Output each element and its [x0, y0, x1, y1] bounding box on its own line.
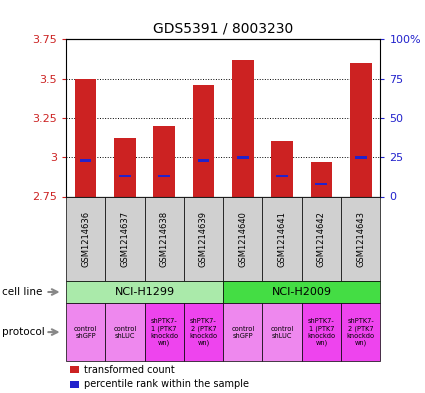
Text: control
shGFP: control shGFP	[231, 325, 255, 339]
Text: control
shGFP: control shGFP	[74, 325, 97, 339]
Bar	[193, 85, 214, 196]
Text: control
shLUC: control shLUC	[113, 325, 136, 339]
Text: GSM1214637: GSM1214637	[120, 211, 129, 267]
Text: GSM1214636: GSM1214636	[81, 211, 90, 267]
Text: GSM1214642: GSM1214642	[317, 211, 326, 267]
Text: GSM1214641: GSM1214641	[278, 211, 286, 267]
Text: GSM1214639: GSM1214639	[199, 211, 208, 267]
Text: transformed count: transformed count	[84, 365, 175, 375]
Bar	[144, 303, 184, 361]
Bar	[232, 60, 254, 196]
Bar	[262, 303, 302, 361]
Bar	[271, 141, 293, 196]
Bar	[144, 196, 184, 281]
Bar	[315, 182, 327, 185]
Bar	[119, 174, 131, 178]
Bar	[237, 156, 249, 159]
Text: NCI-H1299: NCI-H1299	[114, 287, 175, 297]
Bar	[223, 281, 380, 303]
Bar	[302, 303, 341, 361]
Text: percentile rank within the sample: percentile rank within the sample	[84, 380, 249, 389]
Text: NCI-H2009: NCI-H2009	[272, 287, 332, 297]
Bar	[276, 174, 288, 178]
Bar	[153, 126, 175, 196]
Bar	[114, 138, 136, 196]
Title: GDS5391 / 8003230: GDS5391 / 8003230	[153, 21, 293, 35]
Bar	[105, 303, 144, 361]
Bar	[105, 196, 144, 281]
Bar	[341, 303, 380, 361]
Bar	[184, 196, 223, 281]
Bar	[66, 303, 105, 361]
Text: cell line: cell line	[2, 287, 42, 297]
Text: protocol: protocol	[2, 327, 45, 337]
Bar	[198, 159, 210, 162]
Text: shPTK7-
1 (PTK7
knockdo
wn): shPTK7- 1 (PTK7 knockdo wn)	[307, 318, 335, 346]
Text: shPTK7-
1 (PTK7
knockdo
wn): shPTK7- 1 (PTK7 knockdo wn)	[150, 318, 178, 346]
Text: shPTK7-
2 (PTK7
knockdo
wn): shPTK7- 2 (PTK7 knockdo wn)	[347, 318, 375, 346]
Bar	[311, 162, 332, 196]
Bar	[223, 196, 262, 281]
Bar	[158, 174, 170, 178]
Bar	[341, 196, 380, 281]
Text: GSM1214640: GSM1214640	[238, 211, 247, 267]
Bar	[262, 196, 302, 281]
Bar	[75, 79, 96, 196]
Bar	[184, 303, 223, 361]
Bar	[355, 156, 367, 159]
Bar	[66, 196, 105, 281]
Bar	[223, 303, 262, 361]
Text: control
shLUC: control shLUC	[270, 325, 294, 339]
Bar	[66, 281, 223, 303]
Bar	[302, 196, 341, 281]
Text: GSM1214638: GSM1214638	[160, 211, 169, 267]
Bar	[79, 159, 91, 162]
Text: GSM1214643: GSM1214643	[356, 211, 365, 267]
Bar	[350, 63, 371, 196]
Text: shPTK7-
2 (PTK7
knockdo
wn): shPTK7- 2 (PTK7 knockdo wn)	[190, 318, 218, 346]
